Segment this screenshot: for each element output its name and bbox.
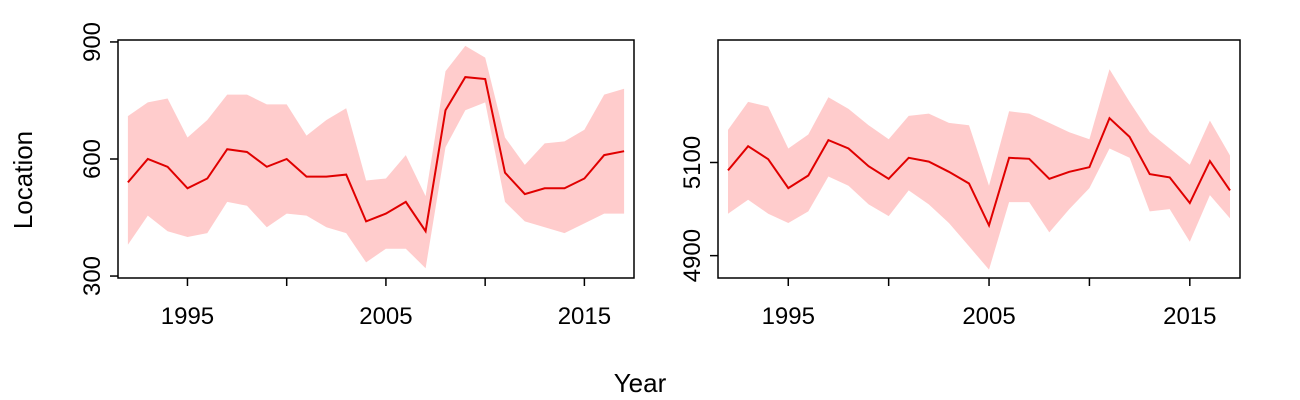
x-tick-label: 2005 [962,303,1015,330]
x-tick-label: 1995 [762,303,815,330]
y-tick-label: 5100 [679,136,706,189]
series-line [127,76,625,234]
y-tick-label: 600 [79,139,106,179]
confidence-band [728,69,1230,270]
plot-frame [717,39,1241,279]
left-panel: 1995 2005 2015 300 600 900 [79,22,635,330]
x-tick-label: 1995 [161,303,214,330]
series-line [727,116,1231,229]
x-axis-label: Year [614,368,667,398]
y-tick-label: 900 [79,22,106,62]
x-tick-label: 2015 [1163,303,1216,330]
x-tick-label: 2005 [359,303,412,330]
confidence-band [127,45,625,269]
right-panel: 1995 2005 2015 4900 5100 [679,39,1241,330]
x-tick-label: 2015 [558,303,611,330]
y-tick-label: 300 [79,256,106,296]
y-tick-label: 4900 [679,229,706,282]
y-axis-label: Location [8,131,38,229]
